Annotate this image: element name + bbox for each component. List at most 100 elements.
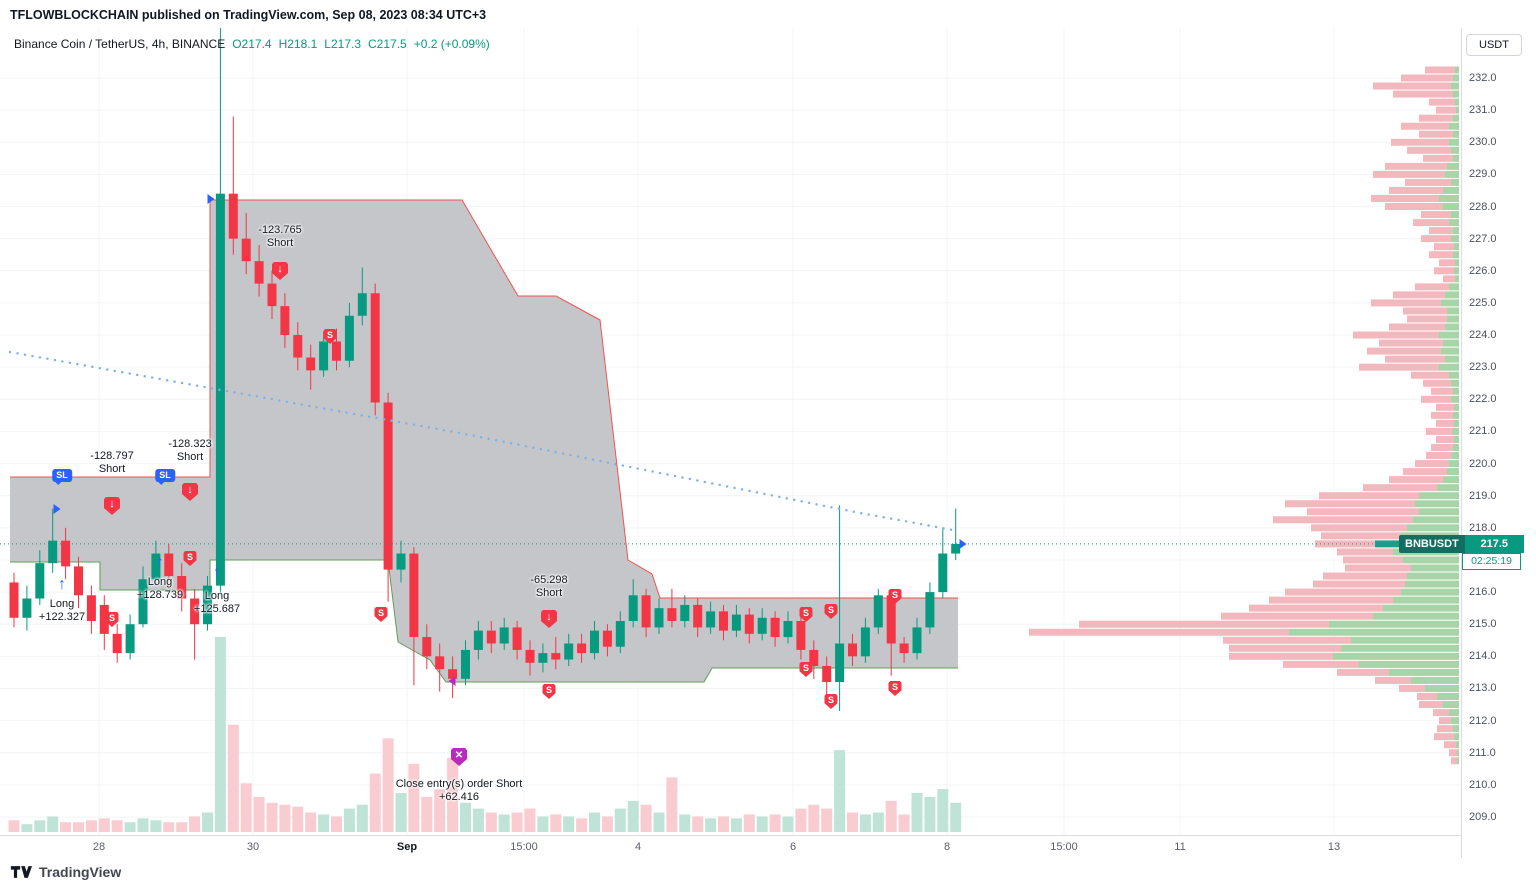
time-axis[interactable]: 28 30 Sep 15:00 4 6 8 15:00 11 13 <box>0 835 1461 859</box>
volume-bar <box>924 796 936 832</box>
short-entry-pin-icon[interactable]: ↓ <box>541 610 557 628</box>
candle-body <box>564 643 574 660</box>
profile-row-sell <box>1443 275 1455 283</box>
profile-row-buy <box>1455 275 1459 283</box>
profile-row-buy <box>1415 500 1459 508</box>
profile-row-buy <box>1451 178 1459 186</box>
profile-row-buy <box>1393 596 1459 604</box>
stop-loss-flag[interactable]: SL <box>155 469 175 485</box>
symbol-title[interactable]: Binance Coin / TetherUS, 4h, BINANCE <box>14 37 226 51</box>
volume-bar <box>692 816 704 832</box>
volume-bar <box>640 804 652 832</box>
volume-bar <box>847 812 858 832</box>
volume-bar <box>653 812 665 832</box>
short-trade-label[interactable]: -128.797 Short <box>90 450 134 475</box>
profile-row-sell <box>1449 749 1457 757</box>
candle-body <box>719 611 728 631</box>
profile-row-buy <box>1453 154 1459 162</box>
short-badge-icon[interactable]: S <box>105 612 119 627</box>
volume-bar <box>885 800 897 832</box>
short-badge-icon[interactable]: S <box>799 607 813 622</box>
volume-bar <box>679 814 691 832</box>
volume-bar <box>421 796 433 832</box>
profile-row-sell <box>1373 82 1451 90</box>
short-badge-icon[interactable]: S <box>824 604 838 619</box>
candle-body <box>9 582 19 618</box>
short-badge-icon[interactable]: S <box>374 607 388 622</box>
short-badge-icon[interactable]: S <box>323 329 337 344</box>
profile-row-buy <box>1403 556 1459 564</box>
candle-body <box>344 315 354 361</box>
volume-bar <box>937 789 949 832</box>
candle-body <box>899 643 909 654</box>
long-entry-arrow-icon[interactable]: ↑ <box>156 554 164 571</box>
long-trade-label[interactable]: Long +125.687 <box>193 590 241 615</box>
time-label: Sep <box>396 841 418 853</box>
volume-bar <box>601 816 613 832</box>
candle-body <box>770 617 780 638</box>
profile-row-sell <box>1421 395 1451 403</box>
price-label: 212.0 <box>1469 714 1497 727</box>
profile-row-sell <box>1343 556 1403 564</box>
volume-bar <box>253 796 265 832</box>
short-badge-icon[interactable]: S <box>888 681 902 696</box>
tradingview-logo-icon[interactable] <box>10 864 32 880</box>
short-entry-pin-icon[interactable]: ↓ <box>104 497 120 515</box>
price-label: 218.0 <box>1469 521 1497 534</box>
profile-row-buy <box>1453 130 1459 138</box>
candle-body <box>680 604 690 622</box>
price-label: 230.0 <box>1469 136 1497 149</box>
price-label: 231.0 <box>1469 104 1497 117</box>
volume-bar <box>550 814 562 832</box>
short-badge-icon[interactable]: S <box>799 662 813 677</box>
currency-button[interactable]: USDT <box>1466 34 1522 56</box>
profile-row-sell <box>1451 757 1457 765</box>
candle-body <box>486 630 496 644</box>
tradingview-logo-text[interactable]: TradingView <box>39 864 122 880</box>
long-entry-arrow-icon[interactable]: ↑ <box>58 576 66 593</box>
short-trade-label[interactable]: -128.323 Short <box>168 438 212 463</box>
profile-row-buy <box>1439 331 1459 339</box>
volume-bar <box>460 802 471 832</box>
profile-row-sell <box>1283 660 1359 668</box>
candle-body <box>590 630 599 654</box>
candle-body <box>473 630 483 650</box>
long-entry-arrow-icon[interactable]: ↑ <box>213 564 221 581</box>
short-badge-icon[interactable]: S <box>824 694 838 709</box>
price-axis[interactable]: USDT 209.0 210.0 211.0 212.0 213.0 214.0 215.0… <box>1461 28 1536 858</box>
close-order-label[interactable]: Close entry(s) order Short +62.416 <box>395 778 523 803</box>
short-badge-icon[interactable]: S <box>183 551 197 566</box>
profile-row-sell <box>1269 596 1393 604</box>
profile-row-buy <box>1452 452 1459 460</box>
stop-loss-flag[interactable]: SL <box>52 469 72 485</box>
profile-row-sell <box>1359 363 1439 371</box>
candle-body <box>706 611 716 628</box>
price-label: 228.0 <box>1469 200 1497 213</box>
volume-bar <box>395 793 407 832</box>
short-badge-icon[interactable]: S <box>542 684 556 699</box>
short-entry-pin-icon[interactable]: ↓ <box>272 262 288 280</box>
profile-row-buy <box>1455 259 1459 267</box>
profile-row-sell <box>1337 668 1389 676</box>
profile-row-buy <box>1451 82 1459 90</box>
candle-body <box>396 553 406 570</box>
short-trade-label[interactable]: -65.298 Short <box>530 574 568 599</box>
candle-body <box>241 238 251 262</box>
profile-row-sell <box>1434 243 1454 251</box>
price-label: 223.0 <box>1469 361 1497 374</box>
volume-bar <box>73 822 84 832</box>
profile-row-buy <box>1425 684 1459 692</box>
profile-row-sell <box>1439 717 1451 725</box>
profile-row-sell <box>1229 644 1341 652</box>
long-trade-label[interactable]: Long +122.327 <box>38 598 86 623</box>
candle-body <box>357 293 367 316</box>
short-trade-label[interactable]: -123.765 Short <box>258 224 302 249</box>
band-bottom-line <box>10 559 958 683</box>
candle-body <box>138 579 148 625</box>
candle-body <box>332 341 341 361</box>
short-badge-icon[interactable]: S <box>888 589 902 604</box>
long-trade-label[interactable]: Long +128.739 <box>136 576 184 601</box>
close-order-icon[interactable]: ✕ <box>451 748 467 766</box>
short-entry-pin-icon[interactable]: ↓ <box>182 483 198 501</box>
